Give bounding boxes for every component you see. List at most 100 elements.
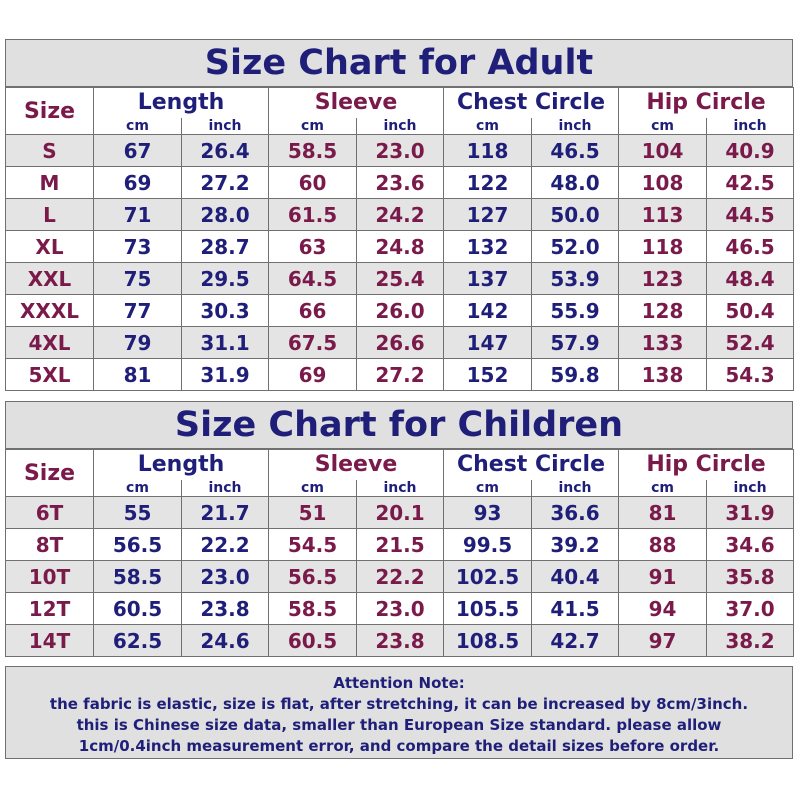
size-label: XL — [5, 230, 94, 263]
size-row: L 71 28.0 61.5 24.2 127 50.0 113 44.5 — [5, 198, 795, 231]
length-group-header: Length — [93, 449, 269, 480]
measurement-cell: 36.6 — [530, 496, 620, 529]
measurement-cell: 138 — [618, 358, 708, 391]
size-row: M 69 27.2 60 23.6 122 48.0 108 42.5 — [5, 166, 795, 199]
measurement-cell: 23.0 — [356, 134, 444, 167]
measurement-cell: 21.7 — [181, 496, 269, 529]
measurement-cell: 93 — [443, 496, 532, 529]
length-group-header: Length — [93, 87, 269, 118]
measurement-cell: 123 — [618, 262, 708, 295]
unit-header: inch — [181, 118, 269, 135]
size-label: XXXL — [5, 294, 94, 327]
measurement-cell: 46.5 — [706, 230, 795, 263]
measurement-cell: 128 — [618, 294, 708, 327]
measurement-cell: 24.6 — [181, 624, 269, 657]
unit-header: inch — [706, 118, 795, 135]
attention-note-line: this is Chinese size data, smaller than … — [76, 716, 722, 734]
unit-header: cm — [618, 118, 708, 135]
measurement-cell: 102.5 — [443, 560, 532, 593]
measurement-cell: 48.0 — [530, 166, 620, 199]
unit-header: cm — [618, 480, 708, 497]
size-label: 14T — [5, 624, 94, 657]
measurement-cell: 46.5 — [530, 134, 620, 167]
size-row: 8T 56.5 22.2 54.5 21.5 99.5 39.2 88 34.6 — [5, 528, 795, 561]
unit-header: inch — [181, 480, 269, 497]
measurement-cell: 35.8 — [706, 560, 795, 593]
measurement-cell: 63 — [268, 230, 357, 263]
measurement-cell: 30.3 — [181, 294, 269, 327]
measurement-cell: 127 — [443, 198, 532, 231]
measurement-cell: 59.8 — [530, 358, 620, 391]
measurement-cell: 56.5 — [268, 560, 357, 593]
hip-circle-group-header: Hip Circle — [618, 87, 795, 118]
measurement-cell: 38.2 — [706, 624, 795, 657]
measurement-cell: 66 — [268, 294, 357, 327]
measurement-cell: 97 — [618, 624, 708, 657]
measurement-cell: 133 — [618, 326, 708, 359]
unit-header: inch — [356, 118, 444, 135]
measurement-cell: 52.0 — [530, 230, 620, 263]
measurement-cell: 20.1 — [356, 496, 444, 529]
unit-header: cm — [93, 118, 182, 135]
measurement-cell: 26.0 — [356, 294, 444, 327]
measurement-cell: 88 — [618, 528, 708, 561]
size-label: M — [5, 166, 94, 199]
size-label: L — [5, 198, 94, 231]
chest-circle-group-header: Chest Circle — [442, 87, 620, 118]
measurement-cell: 132 — [443, 230, 532, 263]
measurement-cell: 54.5 — [268, 528, 357, 561]
size-row: S 67 26.4 58.5 23.0 118 46.5 104 40.9 — [5, 134, 795, 167]
measurement-cell: 69 — [268, 358, 357, 391]
unit-header: inch — [530, 480, 620, 497]
measurement-cell: 28.7 — [181, 230, 269, 263]
measurement-cell: 40.9 — [706, 134, 795, 167]
measurement-cell: 21.5 — [356, 528, 444, 561]
measurement-cell: 77 — [93, 294, 182, 327]
measurement-cell: 60 — [268, 166, 357, 199]
measurement-cell: 113 — [618, 198, 708, 231]
measurement-cell: 50.4 — [706, 294, 795, 327]
attention-note-heading: Attention Note: — [333, 674, 465, 692]
measurement-cell: 56.5 — [93, 528, 182, 561]
size-row: 4XL 79 31.1 67.5 26.6 147 57.9 133 52.4 — [5, 326, 795, 359]
measurement-cell: 57.9 — [530, 326, 620, 359]
measurement-cell: 67 — [93, 134, 182, 167]
measurement-cell: 79 — [93, 326, 182, 359]
measurement-cell: 23.8 — [181, 592, 269, 625]
chest-circle-group-header: Chest Circle — [442, 449, 620, 480]
size-column-header: Size — [5, 449, 94, 497]
measurement-cell: 27.2 — [181, 166, 269, 199]
measurement-cell: 42.7 — [530, 624, 620, 657]
measurement-cell: 122 — [443, 166, 532, 199]
size-label: 8T — [5, 528, 94, 561]
unit-header: cm — [443, 480, 532, 497]
size-label: XXL — [5, 262, 94, 295]
size-label: 10T — [5, 560, 94, 593]
size-row: 10T 58.5 23.0 56.5 22.2 102.5 40.4 91 35.8 — [5, 560, 795, 593]
measurement-cell: 22.2 — [181, 528, 269, 561]
measurement-cell: 34.6 — [706, 528, 795, 561]
measurement-cell: 31.1 — [181, 326, 269, 359]
measurement-cell: 118 — [443, 134, 532, 167]
adult-size-chart: Size Chart for Adult Size Length Sleeve … — [5, 39, 795, 391]
measurement-cell: 62.5 — [93, 624, 182, 657]
unit-header: inch — [530, 118, 620, 135]
measurement-cell: 42.5 — [706, 166, 795, 199]
measurement-cell: 23.8 — [356, 624, 444, 657]
adult-chart-title: Size Chart for Adult — [5, 39, 793, 87]
attention-note: Attention Note: the fabric is elastic, s… — [5, 666, 793, 759]
size-column-header: Size — [5, 87, 94, 135]
children-chart-title: Size Chart for Children — [5, 401, 793, 449]
measurement-cell: 108 — [618, 166, 708, 199]
measurement-cell: 58.5 — [268, 592, 357, 625]
measurement-cell: 55.9 — [530, 294, 620, 327]
measurement-cell: 28.0 — [181, 198, 269, 231]
measurement-cell: 23.0 — [181, 560, 269, 593]
measurement-cell: 24.2 — [356, 198, 444, 231]
measurement-cell: 58.5 — [93, 560, 182, 593]
measurement-cell: 27.2 — [356, 358, 444, 391]
measurement-cell: 137 — [443, 262, 532, 295]
measurement-cell: 25.4 — [356, 262, 444, 295]
measurement-cell: 55 — [93, 496, 182, 529]
measurement-cell: 118 — [618, 230, 708, 263]
